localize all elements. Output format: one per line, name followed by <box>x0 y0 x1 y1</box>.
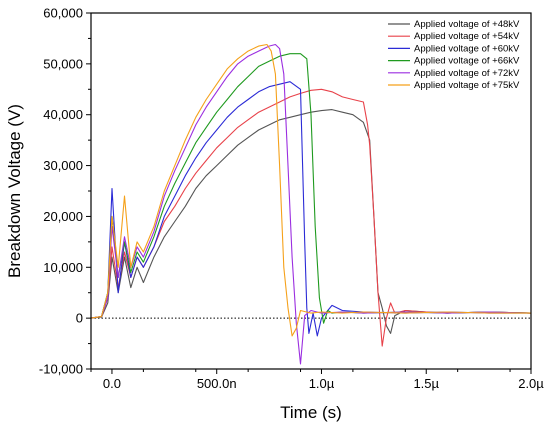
y-tick-label: 10,000 <box>43 260 83 275</box>
series-line-6 <box>91 43 531 337</box>
y-tick-label: 50,000 <box>43 56 83 71</box>
legend-entry-6: Applied voltage of +75kV <box>414 80 520 91</box>
y-tick-label: 30,000 <box>43 158 83 173</box>
series-layer <box>91 43 531 365</box>
legend-entry-3: Applied voltage of +60kV <box>414 43 520 54</box>
y-tick-label: -10,000 <box>39 362 83 377</box>
legend-entry-1: Applied voltage of +48kV <box>414 19 520 30</box>
x-axis-title: Time (s) <box>280 403 342 422</box>
series-line-1 <box>91 109 531 334</box>
series-line-3 <box>91 81 531 337</box>
x-tick-label: 500.0n <box>197 376 237 391</box>
x-tick-label: 1.5µ <box>413 376 439 391</box>
y-tick-label: 60,000 <box>43 6 83 21</box>
y-tick-label: 40,000 <box>43 107 83 122</box>
x-tick-label: 0.0 <box>103 376 121 391</box>
x-tick-label: 2.0µ <box>518 376 544 391</box>
y-axis-title: Breakdown Voltage (V) <box>5 104 24 278</box>
y-axis: -10,000 0 10,000 20,000 30,000 40,000 50,000 60… <box>39 6 91 377</box>
x-tick-label: 1.0µ <box>309 376 335 391</box>
y-tick-label: 0 <box>76 311 83 326</box>
x-axis: 0.0 500.0n 1.0µ 1.5µ 2.0µ <box>90 369 544 391</box>
legend-entry-5: Applied voltage of +72kV <box>414 68 520 79</box>
legend-entry-4: Applied voltage of +66kV <box>414 56 520 67</box>
legend-entry-2: Applied voltage of +54kV <box>414 31 520 42</box>
y-tick-label: 20,000 <box>43 209 83 224</box>
